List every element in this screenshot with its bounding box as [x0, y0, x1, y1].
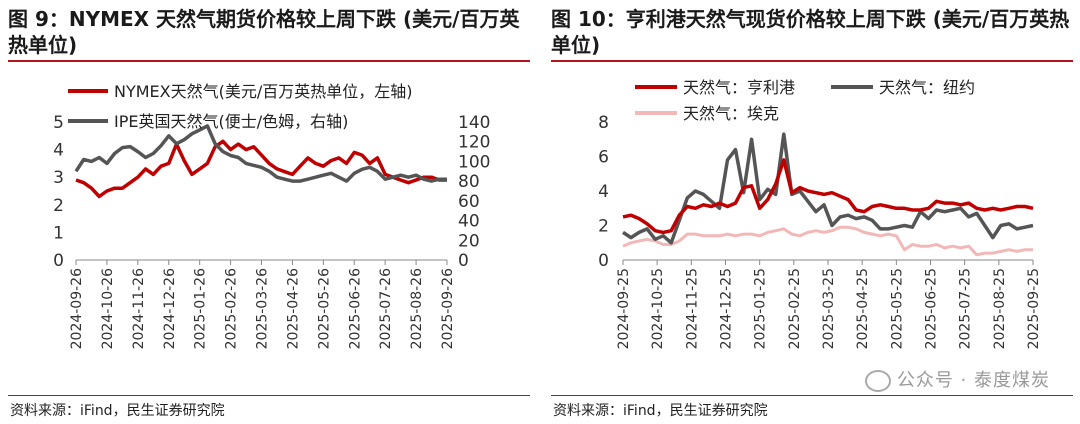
x-tick-label: 2025-07-26	[378, 268, 394, 349]
x-tick-label: 2024-11-25	[684, 268, 700, 349]
y-right-tick-label: 140	[458, 113, 490, 133]
y-left-tick-label: 5	[53, 113, 64, 133]
watermark-text: 公众号 · 泰度煤炭	[896, 370, 1050, 391]
y-right-tick-label: 60	[458, 192, 480, 212]
series-line-newyork	[622, 132, 1034, 245]
chart-title-right: 图 10：亨利港天然气现货价格较上周下跌 (美元/百万英热单位)	[551, 7, 1070, 57]
legend-label-aike: 天然气：埃克	[683, 104, 779, 123]
y-right-tick-label: 80	[458, 172, 480, 192]
chart-title-left: 图 9：NYMEX 天然气期货价格较上周下跌 (美元/百万英热单位)	[8, 7, 520, 57]
x-tick-label: 2025-01-25	[753, 268, 769, 349]
x-tick-label: 2025-01-26	[193, 268, 209, 349]
x-tick-label: 2025-02-26	[224, 268, 240, 349]
x-tick-label: 2025-03-26	[255, 268, 271, 349]
source-divider-left	[8, 395, 530, 396]
y-right-tick-label: 40	[458, 212, 480, 232]
x-tick-label: 2024-10-26	[100, 268, 116, 349]
y-tick-label: 6	[598, 148, 609, 168]
x-tick-label: 2024-09-26	[69, 268, 85, 349]
x-tick-label: 2025-04-26	[285, 268, 301, 349]
chart-panel-right: 图 10：亨利港天然气现货价格较上周下跌 (美元/百万英热单位) 0 2 4 6 8 20…	[543, 0, 1080, 424]
y-right-tick-label: 0	[458, 251, 469, 271]
y-left-tick-label: 0	[53, 251, 64, 271]
x-tick-label: 2025-08-25	[992, 268, 1008, 349]
x-tick-label: 2025-05-26	[316, 268, 332, 349]
x-tick-label: 2025-03-25	[821, 268, 837, 349]
legend-label-henryhub: 天然气：亨利港	[683, 78, 795, 97]
legend-label-nymex: NYMEX天然气(美元/百万英热单位，左轴)	[114, 82, 413, 101]
y-tick-label: 4	[598, 182, 609, 202]
series-line-henryhub	[622, 158, 1034, 235]
source-note-left: 资料来源：iFind，民生证券研究院	[10, 403, 225, 419]
y-right-tick-label: 20	[458, 231, 480, 251]
title-divider-left	[8, 60, 530, 62]
y-left-tick-label: 4	[53, 141, 64, 161]
watermark: 公众号 · 泰度煤炭	[864, 366, 1050, 392]
y-right-tick-label: 100	[458, 152, 490, 172]
x-tick-label: 2025-07-25	[958, 268, 974, 349]
title-divider-right	[551, 60, 1073, 62]
x-tick-label: 2025-08-26	[409, 268, 425, 349]
y-tick-label: 0	[598, 251, 609, 271]
x-tick-label: 2025-06-25	[924, 268, 940, 349]
chart-svg-right: 0 2 4 6 8 2024-09-25 2024-10-25 2024-11-25 2024-…	[598, 78, 1042, 349]
x-tick-label: 2024-12-26	[162, 268, 178, 349]
y-left-tick-label: 2	[53, 196, 64, 216]
series-line-aike	[622, 225, 1033, 257]
series-line-nymex	[75, 139, 447, 199]
x-tick-label: 2025-09-26	[440, 268, 456, 349]
x-tick-label: 2024-10-25	[650, 268, 666, 349]
legend-label-ipe: IPE英国天然气(便士/色姆，右轴)	[114, 112, 348, 131]
x-tick-label: 2025-05-25	[889, 268, 905, 349]
y-tick-label: 2	[598, 217, 609, 237]
x-tick-label: 2024-11-26	[131, 268, 147, 349]
chart-panel-left: 图 9：NYMEX 天然气期货价格较上周下跌 (美元/百万英热单位) 0 1 2 3 4…	[0, 0, 537, 424]
series-line-ipe	[74, 124, 447, 183]
source-divider-right	[551, 395, 1073, 396]
y-tick-label: 8	[598, 113, 609, 133]
y-left-tick-label: 3	[53, 168, 64, 188]
wechat-icon	[864, 370, 891, 392]
x-tick-label: 2025-04-25	[855, 268, 871, 349]
x-tick-label: 2025-09-25	[1026, 268, 1042, 349]
y-left-tick-label: 1	[53, 223, 64, 243]
y-right-tick-label: 120	[458, 133, 490, 153]
x-tick-label: 2025-06-26	[347, 268, 363, 349]
x-tick-label: 2024-12-25	[719, 268, 735, 349]
x-tick-label: 2024-09-25	[616, 268, 632, 349]
source-note-right: 资料来源：iFind，民生证券研究院	[553, 403, 768, 419]
x-tick-label: 2025-02-25	[787, 268, 803, 349]
legend-label-newyork: 天然气：纽约	[879, 78, 975, 97]
